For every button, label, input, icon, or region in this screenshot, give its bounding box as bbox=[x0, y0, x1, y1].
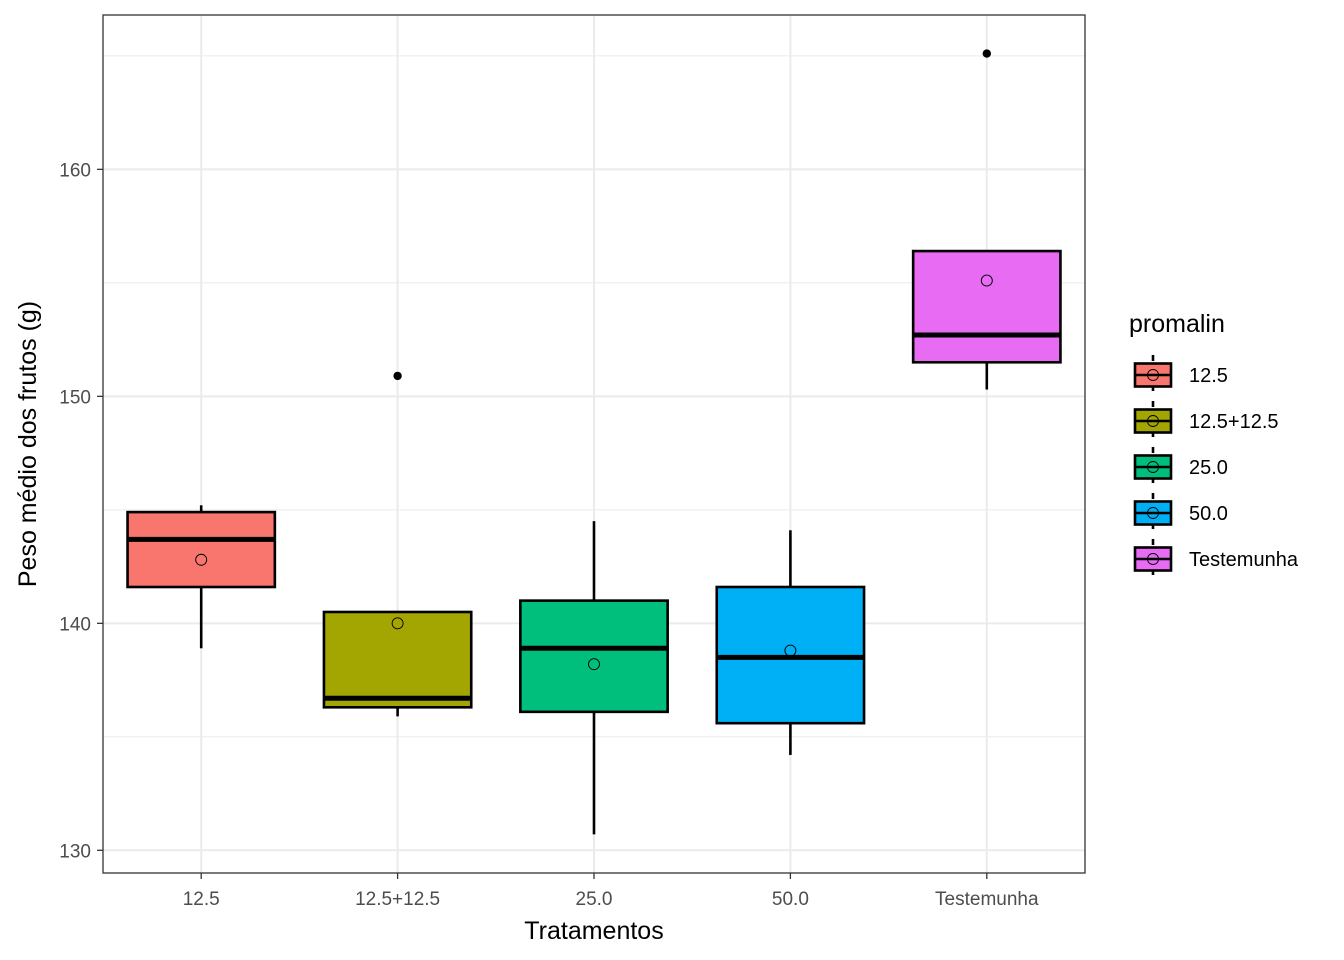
x-tick-label: 25.0 bbox=[576, 889, 613, 910]
legend-key-mean bbox=[1147, 415, 1159, 427]
legend-key-mean bbox=[1147, 461, 1159, 473]
box-iqr bbox=[322, 610, 473, 709]
legend-key-mean bbox=[1147, 369, 1159, 381]
box-3 bbox=[519, 521, 669, 835]
mean-point bbox=[784, 644, 797, 657]
y-tick-label: 130 bbox=[59, 841, 91, 862]
legend-key-mean bbox=[1147, 507, 1159, 519]
legend: promalin 12.5 12.5+12.5 25.0 50.0 Testemunha bbox=[1129, 310, 1299, 579]
x-tick-label: 12.5+12.5 bbox=[355, 889, 440, 910]
legend-label: 12.5 bbox=[1189, 365, 1228, 387]
legend-item: 50.0 bbox=[1133, 493, 1228, 533]
mean-point bbox=[588, 658, 600, 671]
mean-point bbox=[980, 274, 993, 287]
legend-keys: 12.5 12.5+12.5 25.0 50.0 Testemunha bbox=[1133, 355, 1299, 579]
x-axis-title: Tratamentos bbox=[524, 917, 663, 945]
box-4 bbox=[715, 530, 866, 755]
box-iqr bbox=[519, 599, 669, 714]
legend-title: promalin bbox=[1129, 310, 1225, 338]
x-tick-label: 50.0 bbox=[772, 889, 809, 910]
y-tick-label: 160 bbox=[59, 160, 91, 181]
x-tick-label: 12.5 bbox=[183, 889, 220, 910]
outlier-point bbox=[393, 371, 402, 381]
box-2 bbox=[322, 371, 473, 717]
legend-label: 50.0 bbox=[1189, 503, 1228, 525]
x-axis: 12.5 12.5+12.5 25.0 50.0 Testemunha bbox=[183, 873, 1039, 910]
legend-item: 25.0 bbox=[1133, 447, 1228, 487]
box-iqr bbox=[911, 249, 1062, 364]
y-tick-label: 150 bbox=[59, 387, 91, 408]
outlier-point bbox=[982, 49, 991, 58]
legend-key-mean bbox=[1147, 553, 1159, 565]
box-5 bbox=[911, 49, 1062, 390]
legend-label: Testemunha bbox=[1189, 549, 1299, 571]
legend-label: 25.0 bbox=[1189, 457, 1228, 479]
box-1 bbox=[126, 505, 277, 649]
box-series bbox=[126, 49, 1062, 835]
mean-point bbox=[391, 617, 404, 630]
mean-point bbox=[195, 553, 208, 566]
x-tick-label: Testemunha bbox=[935, 889, 1039, 910]
y-axis: 130 140 150 160 bbox=[59, 160, 103, 862]
y-axis-title: Peso médio dos frutos (g) bbox=[14, 301, 42, 587]
legend-label: 12.5+12.5 bbox=[1189, 411, 1279, 433]
legend-item: 12.5+12.5 bbox=[1133, 401, 1279, 441]
legend-item: Testemunha bbox=[1133, 539, 1299, 579]
y-tick-label: 140 bbox=[59, 614, 91, 635]
legend-item: 12.5 bbox=[1133, 355, 1228, 395]
box-iqr bbox=[126, 510, 277, 589]
